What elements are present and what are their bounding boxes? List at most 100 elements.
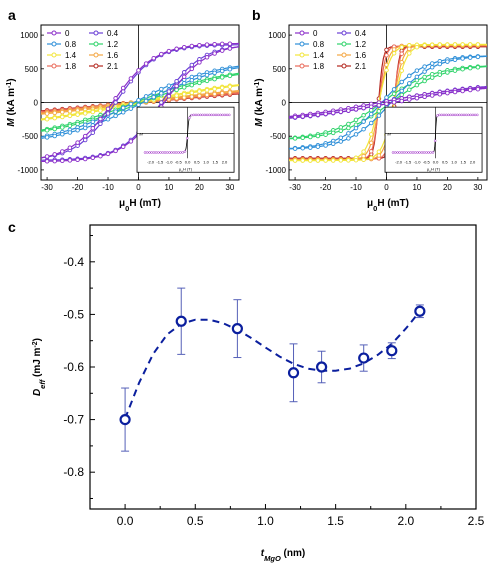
series-0.8-marker — [128, 106, 134, 111]
series-0.4-marker — [174, 78, 179, 84]
curve-layer — [289, 42, 487, 163]
y-axis-label-part: ) — [32, 338, 43, 341]
x-axis-label: tMgO (nm) — [261, 548, 305, 563]
series-0.8-marker — [136, 97, 141, 103]
inset-frame — [136, 106, 235, 173]
series-0-marker — [98, 116, 103, 122]
series-0-marker — [384, 101, 389, 107]
x-axis-label-part: μ — [367, 198, 373, 209]
series-0-marker — [143, 61, 149, 66]
series-1.2-marker — [323, 132, 328, 137]
series-1.4-marker — [219, 85, 225, 91]
series-0.8-marker — [422, 64, 427, 69]
inset-y-axis-label: M — [139, 132, 143, 137]
x-tick-label: -10 — [350, 183, 362, 192]
series-1.2-marker — [391, 91, 397, 97]
series-1.4-marker — [452, 42, 458, 47]
series-1.6-marker — [60, 109, 65, 115]
series-0.8-marker — [407, 81, 412, 86]
inset-marker — [190, 113, 193, 117]
series-0-marker — [204, 42, 210, 47]
legend-marker-2.1 — [93, 63, 99, 69]
series-1.2-marker — [353, 117, 359, 123]
x-tick-label: 2.0 — [397, 514, 414, 528]
inset-marker — [165, 151, 169, 154]
series-1.4-marker — [437, 42, 443, 47]
inset-marker — [148, 151, 151, 154]
series-0-marker — [212, 41, 217, 47]
data-point — [414, 305, 426, 317]
legend-marker-0.4 — [341, 30, 347, 36]
x-axis-label-part: H (mT) — [129, 198, 161, 209]
series-0.8-marker — [368, 111, 374, 117]
inset-marker — [188, 116, 191, 120]
y-axis-label-part: (kA m — [6, 88, 17, 118]
series-1.2-marker — [422, 78, 427, 84]
series-1.4-marker — [197, 89, 202, 94]
inset-x-tick-label: 0.5 — [442, 159, 448, 164]
series-0-marker — [330, 110, 336, 116]
series-0-marker — [445, 90, 450, 96]
series-0.8-marker — [143, 94, 149, 99]
plot-frame — [89, 224, 477, 510]
x-axis-label-part: μ — [119, 198, 125, 209]
legend-marker-1.8 — [299, 63, 305, 69]
inset-marker — [174, 151, 178, 154]
series-0-marker — [204, 55, 210, 60]
series-1.8-marker — [384, 53, 389, 58]
series-0-marker — [407, 97, 412, 102]
y-axis-label: Deff (mJ m-2) — [32, 338, 47, 396]
inset-x-tick-label: 1.0 — [451, 159, 457, 164]
legend-marker-0 — [299, 30, 305, 36]
series-1.6-marker — [227, 90, 233, 95]
series-0-marker — [353, 107, 359, 112]
y-axis-label-part: ) — [6, 78, 17, 81]
inset-marker — [161, 151, 165, 154]
series-1.2-marker — [52, 126, 57, 132]
series-0.8-marker — [437, 61, 443, 67]
series-0-marker — [128, 76, 134, 81]
series-1.4-marker — [361, 157, 366, 162]
series-1.4-marker — [368, 132, 374, 137]
series-0.4-marker — [189, 62, 195, 68]
series-0-marker — [197, 60, 202, 65]
series-0-marker — [181, 74, 187, 80]
legend-label-1.8: 1.8 — [65, 62, 77, 71]
series-1.2-marker — [197, 80, 202, 86]
x-tick-label: 10 — [164, 183, 173, 192]
series-0.8-marker — [376, 113, 382, 118]
series-0.8-marker — [460, 56, 465, 61]
y-tick-label: 500 — [273, 65, 287, 74]
inset-marker — [228, 113, 231, 117]
series-0.8-marker — [113, 109, 118, 114]
series-0.8-marker — [189, 77, 195, 83]
x-tick-label: 1.0 — [257, 514, 274, 528]
inset-marker — [183, 150, 187, 153]
x-axis-label-part: t — [261, 548, 265, 559]
legend-label-0.8: 0.8 — [65, 40, 77, 49]
series-1.8-marker — [368, 149, 374, 154]
series-0-marker — [105, 151, 111, 157]
series-1.2-marker — [292, 136, 298, 141]
series-1.4-marker — [308, 158, 313, 163]
series-0-marker — [308, 113, 313, 118]
inset-marker — [400, 151, 404, 154]
series-0-marker — [219, 41, 225, 47]
series-0-marker — [292, 114, 298, 120]
data-point — [175, 315, 187, 327]
series-1.4-marker — [212, 86, 217, 92]
series-1.4-marker — [346, 158, 351, 163]
series-0-marker — [227, 41, 233, 46]
inset-marker — [185, 137, 189, 140]
series-1.4-marker — [445, 42, 450, 47]
series-1.4-marker — [407, 51, 412, 56]
x-tick-label: -30 — [289, 183, 301, 192]
y-tick-label: -500 — [270, 132, 287, 141]
inset-x-tick-label: 2.0 — [470, 159, 476, 164]
series-0-marker — [128, 139, 134, 144]
series-1.4-marker — [460, 42, 465, 47]
fit-curve — [124, 310, 421, 419]
inset-marker — [442, 113, 446, 117]
series-1.2-marker — [315, 133, 321, 139]
series-1.6-marker — [44, 111, 50, 116]
